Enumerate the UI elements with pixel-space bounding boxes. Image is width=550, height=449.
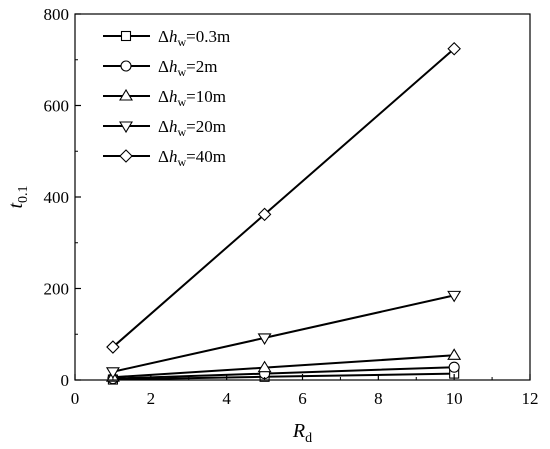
y-tick-label: 800 <box>44 5 70 24</box>
y-axis-label-sub: 0.1 <box>16 185 31 203</box>
data-point-s1-2 <box>448 361 460 373</box>
x-axis: 0 2 4 6 8 10 12 <box>71 374 539 408</box>
x-axis-label-sub: d <box>305 431 312 446</box>
x-axis-label: Rd <box>292 420 312 446</box>
x-axis-label-main: R <box>292 420 305 442</box>
data-point-s2-2 <box>447 348 462 360</box>
x-tick-label: 12 <box>522 389 539 408</box>
y-axis: 0 200 400 600 800 <box>44 5 81 390</box>
legend-marker-2 <box>119 88 133 101</box>
y-axis-label-main: t <box>5 203 27 209</box>
data-point-s3-2 <box>447 290 462 303</box>
data-point-s4-0 <box>106 340 120 354</box>
data-point-s3-1 <box>257 333 272 345</box>
y-tick-label: 400 <box>44 188 70 207</box>
y-axis-label: t0.1 <box>5 185 31 208</box>
data-point-s4-2 <box>447 41 461 56</box>
x-tick-label: 6 <box>298 389 307 408</box>
x-tick-label: 2 <box>147 389 156 408</box>
legend-marker-3 <box>119 121 133 134</box>
legend-label-4: Δhw=40m <box>158 147 226 169</box>
y-tick-label: 200 <box>44 280 70 299</box>
y-tick-label: 0 <box>61 371 70 390</box>
x-tick-label: 10 <box>446 389 463 408</box>
legend-label-1: Δhw=2m <box>158 57 217 79</box>
plot-frame <box>74 13 531 381</box>
legend-label-3: Δhw=20m <box>158 117 226 139</box>
legend-marker-4 <box>119 149 133 163</box>
legend-label-2: Δhw=10m <box>158 87 226 109</box>
x-tick-label: 8 <box>374 389 383 408</box>
legend-label-0: Δhw=0.3m <box>158 27 230 49</box>
data-point-s4-1 <box>257 207 272 222</box>
data-point-s3-0 <box>105 367 120 379</box>
legend: Δhw=0.3m Δhw=2m Δhw=10m Δhw=20m Δhw=40m <box>103 27 230 169</box>
data-point-s2-1 <box>257 360 272 373</box>
legend-marker-1 <box>120 60 132 72</box>
legend-marker-0 <box>120 30 132 42</box>
x-tick-label: 4 <box>222 389 231 408</box>
series-line-3 <box>112 294 455 373</box>
y-tick-label: 600 <box>44 97 70 116</box>
x-tick-label: 0 <box>71 389 80 408</box>
